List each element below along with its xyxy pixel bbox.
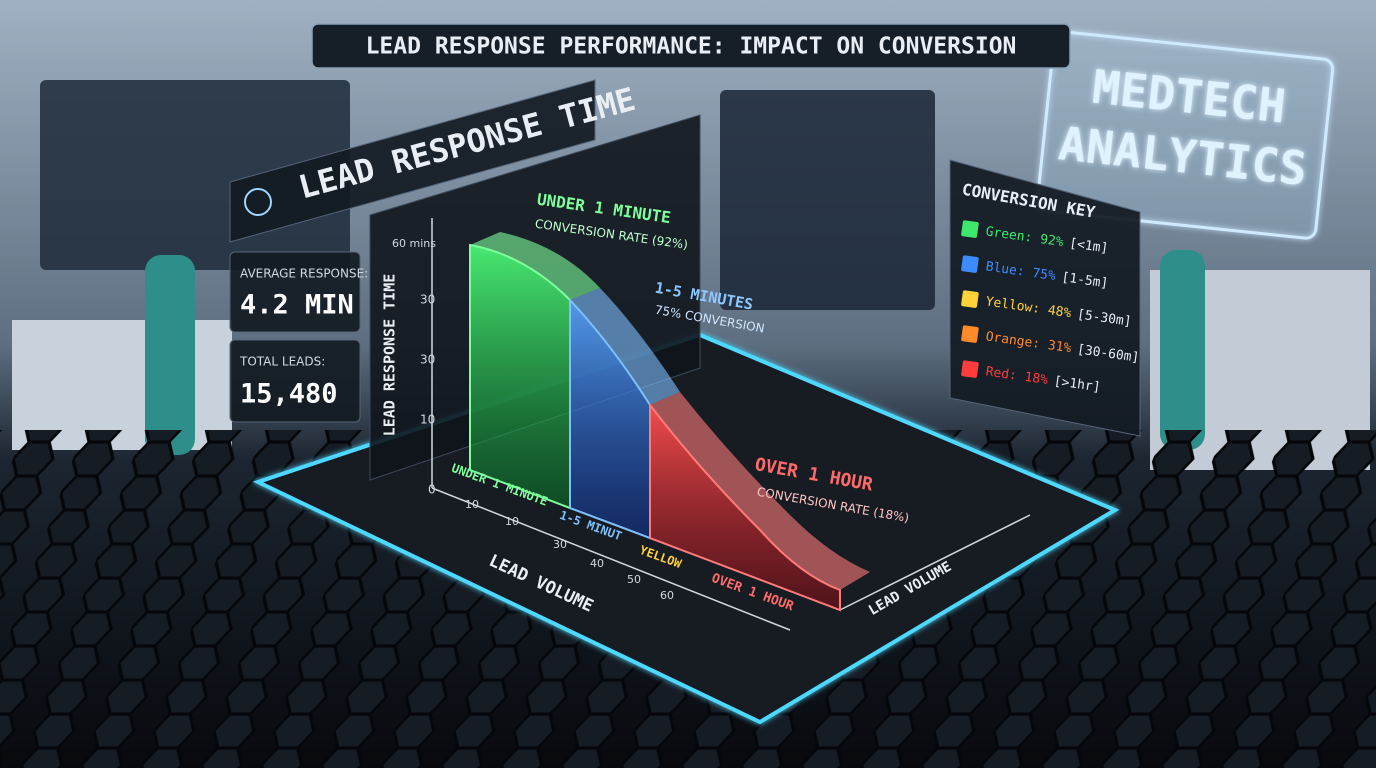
title-bar (311, 23, 1071, 69)
red-top (650, 392, 870, 590)
key-text: Green: 92% [<1m] (985, 224, 1109, 256)
y-tick-label: 10 (420, 413, 435, 427)
y-tick-label: 0 (428, 483, 436, 497)
key-range: [>1hr] (1053, 373, 1102, 394)
brand-sign: MEDTECH ANALYTICS (1035, 30, 1335, 240)
y-tick-label: 30 (420, 353, 435, 367)
x-tick-label: 50 (627, 573, 641, 586)
key-row: Blue: 75% [1-5m] (961, 255, 1109, 291)
key-rate: 75% (1031, 265, 1057, 283)
x-tick-label: 40 (590, 557, 604, 570)
key-range: [<1m] (1068, 236, 1109, 256)
lab-worker (1160, 250, 1205, 450)
key-text: Red: 18% [>1hr] (985, 364, 1102, 395)
key-rate: 92% (1039, 232, 1065, 250)
x-tick-label: 60 (660, 589, 674, 602)
floating-monitor (720, 90, 935, 310)
stat-label: AVERAGE RESPONSE: (240, 267, 368, 281)
key-row: Red: 18% [>1hr] (961, 360, 1102, 395)
lab-cabinet (12, 320, 232, 450)
stat-value: 15,480 (240, 379, 338, 410)
page-title: LEAD RESPONSE PERFORMANCE: IMPACT ON CON… (366, 34, 1017, 60)
lab-worker (145, 255, 195, 455)
stat-value: 4.2 MIN (240, 290, 354, 321)
x-axis-right (839, 514, 1031, 611)
key-panel (949, 159, 1141, 437)
stat-card (229, 339, 361, 423)
x-tick-label: 10 (465, 498, 479, 511)
brand-frame (1035, 30, 1335, 240)
key-swatch (961, 325, 979, 343)
y-tick-label: 60 mins (392, 237, 436, 250)
key-name: Red: (985, 364, 1018, 383)
x-tick-label: 10 (505, 515, 519, 528)
panel-header (229, 79, 596, 243)
key-rate: 48% (1047, 303, 1073, 321)
green-top (470, 232, 600, 300)
stat-label: TOTAL LEADS: (239, 355, 325, 369)
key-rate: 18% (1024, 369, 1050, 387)
key-rows: Green: 92% [<1m]Blue: 75% [1-5m]Yellow: 48% [5… (961, 220, 1140, 395)
key-name: Green: (985, 224, 1034, 245)
key-text: Blue: 75% [1-5m] (985, 259, 1109, 291)
clock-icon (244, 188, 272, 216)
key-rate: 31% (1047, 338, 1073, 356)
key-swatch (961, 290, 979, 308)
y-tick-label: 30 (420, 293, 435, 307)
key-row: Green: 92% [<1m] (961, 220, 1109, 256)
key-range: [1-5m] (1061, 270, 1110, 291)
stat-card (229, 251, 361, 333)
key-swatch (961, 360, 979, 378)
key-swatch (961, 255, 979, 273)
y-axis-label: LEAD RESPONSE TIME (381, 274, 399, 437)
x-axis (431, 487, 791, 631)
key-swatch (961, 220, 979, 238)
key-row: Orange: 31% [30-60m] (961, 325, 1140, 365)
x-tick-label: 30 (553, 538, 567, 551)
key-name: Blue: (985, 259, 1026, 279)
blue-top (570, 288, 680, 405)
